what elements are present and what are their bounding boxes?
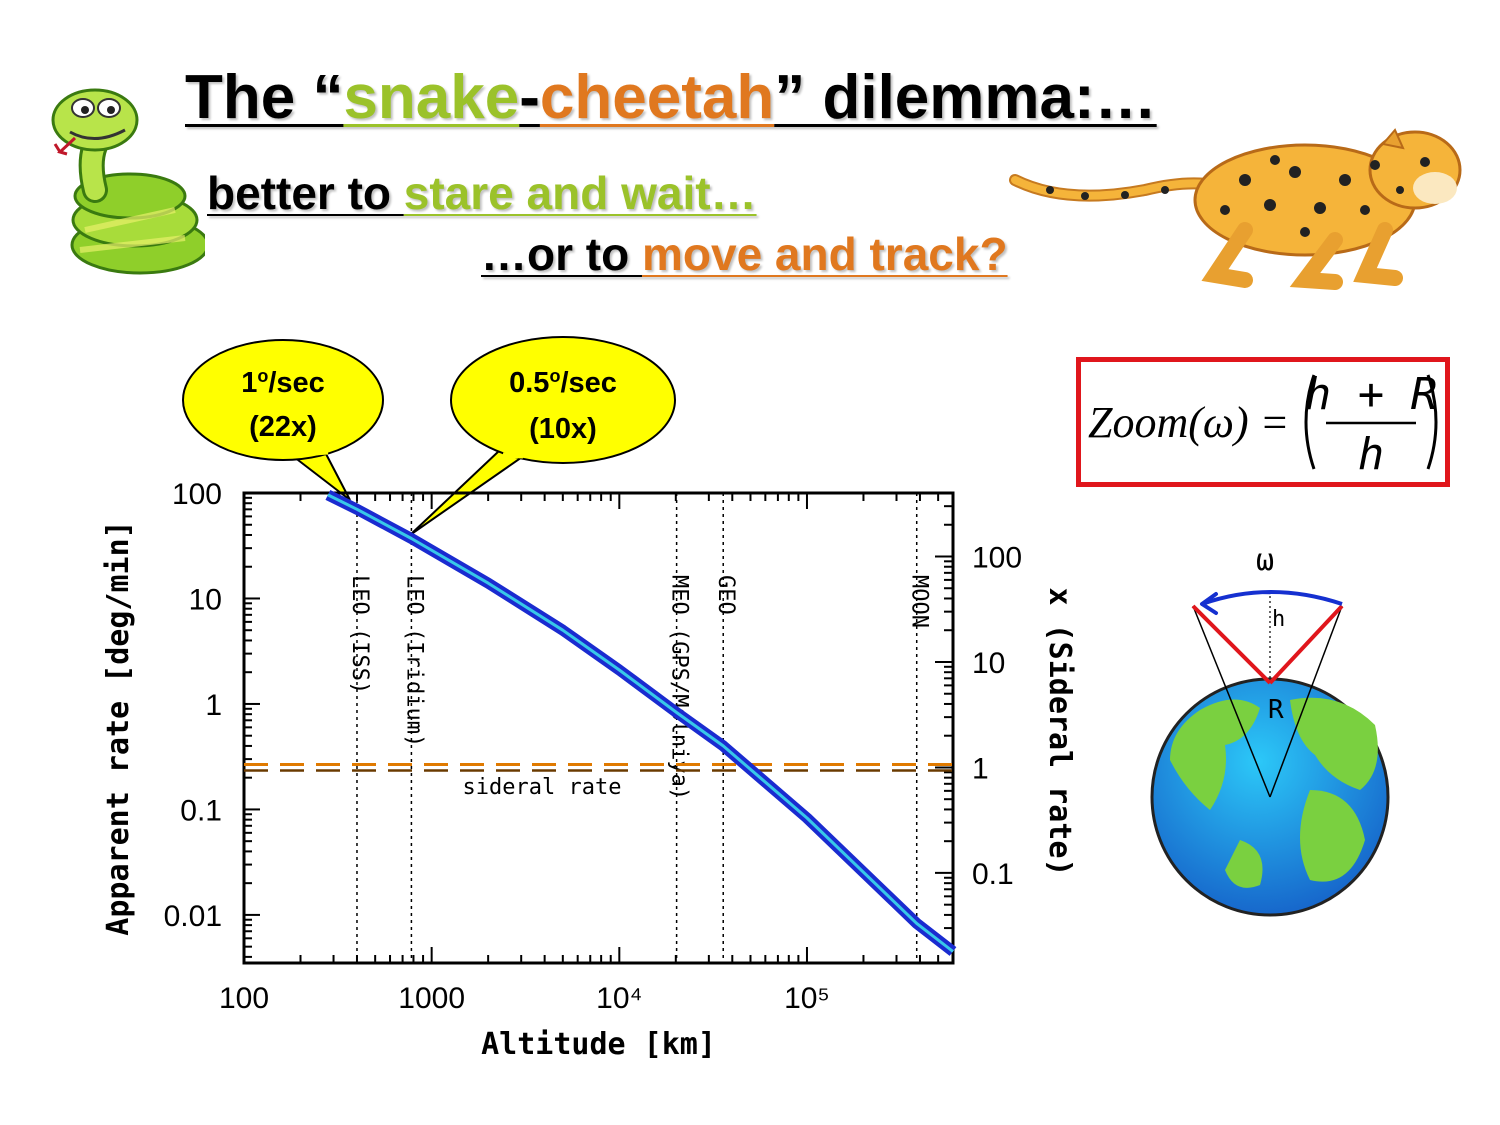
title-dash: - (519, 63, 540, 132)
subtitle-line1: better to stare and wait… (207, 166, 757, 220)
bubble-1-line2: (22x) (249, 411, 317, 443)
zoom-formula-box (1076, 357, 1450, 487)
y2-tick-label: 10 (972, 647, 1005, 680)
formula-lhs: Zoom(ω) = (1088, 398, 1289, 447)
subtitle-line1-prefix: better to (207, 167, 404, 219)
speech-bubble-2: 0.5o/sec (10x) (409, 336, 676, 536)
bubble-2-line1: 0.5o/sec (509, 366, 617, 399)
subtitle-line2-prefix: …or to (481, 228, 642, 280)
h-label: h (1272, 607, 1285, 632)
rate-curve-inner (327, 493, 954, 953)
formula-denominator: h (1358, 429, 1385, 480)
vline-label: LEO (Iridium) (401, 575, 426, 747)
y-axis-label: Apparent rate [deg/min] (101, 520, 136, 935)
title-part2: ” dilemma:… (774, 63, 1157, 132)
vline-label: MOON (907, 575, 932, 628)
vline-label: MEO (GPS/Molniya) (667, 575, 692, 800)
y-tick-label: 0.01 (164, 900, 222, 933)
subtitle-line2-highlight: move and track? (641, 228, 1008, 280)
bubble-2-line2: (10x) (529, 413, 597, 445)
x-axis-label: Altitude [km] (481, 1027, 716, 1062)
snake-illustration (51, 88, 205, 275)
x-tick-label: 10⁵ (784, 982, 830, 1015)
subtitle-line2: …or to move and track? (481, 227, 1008, 281)
plot-frame (242, 491, 955, 965)
vline-label: LEO (ISS) (347, 575, 372, 694)
cheetah-illustration (1009, 128, 1462, 290)
y-tick-label: 100 (172, 478, 222, 511)
title-part1: The “ (185, 63, 344, 132)
earth-diagram: ω h R (1150, 543, 1390, 917)
y2-tick-label: 100 (972, 542, 1022, 575)
zoom-formula: Zoom(ω) = h + R h (1088, 369, 1438, 480)
bubble-1-line1: 1o/sec (241, 366, 325, 399)
y-tick-label: 0.1 (180, 794, 222, 827)
x-tick-label: 1000 (398, 982, 465, 1015)
title-snake: snake (343, 63, 520, 132)
page-title: The “snake-cheetah” dilemma:… (185, 62, 1157, 133)
omega-label: ω (1256, 543, 1274, 578)
y-tick-label: 1 (205, 689, 222, 722)
y-tick-label: 10 (189, 583, 222, 616)
speech-bubble-1: 1o/sec (22x) (182, 339, 384, 501)
x-tick-label: 100 (219, 982, 269, 1015)
subtitle-line1-highlight: stare and wait… (403, 167, 757, 219)
sidereal-rate-label: sideral rate (463, 775, 622, 800)
x-tick-label: 10⁴ (596, 982, 642, 1015)
y2-tick-label: 1 (972, 752, 989, 785)
y2-axis-label: x (Sideral rate) (1042, 588, 1077, 877)
R-label: R (1268, 695, 1284, 725)
vline-label: GEO (713, 575, 738, 615)
title-cheetah: cheetah (539, 63, 775, 132)
y2-tick-label: 0.1 (972, 858, 1014, 891)
formula-numerator: h + R (1305, 369, 1437, 420)
